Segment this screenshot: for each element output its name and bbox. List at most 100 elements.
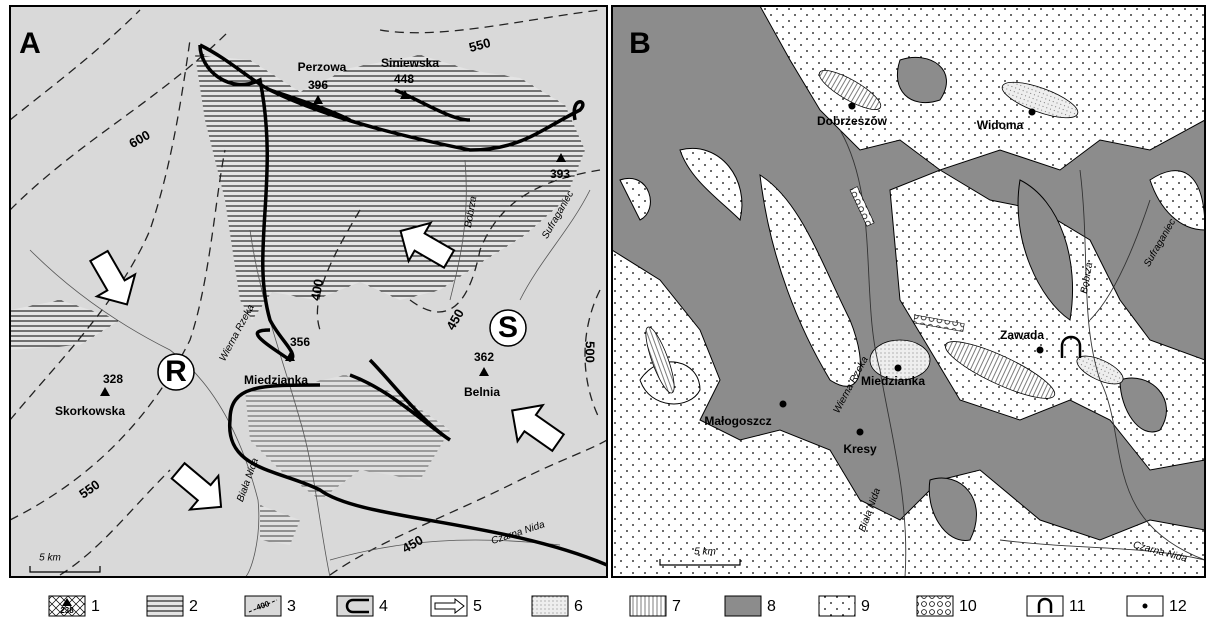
escarpment — [349, 358, 451, 442]
settlement — [779, 400, 787, 408]
arrow — [510, 403, 566, 453]
legend-number: 9 — [861, 598, 870, 615]
legend-symbol — [434, 597, 465, 615]
legend-swatch — [629, 595, 667, 617]
legend-symbol — [1142, 603, 1148, 609]
bedrock-island — [896, 56, 947, 104]
river — [1089, 199, 1151, 321]
place-name: Kresy — [843, 442, 877, 456]
bedrock-island — [1017, 179, 1074, 321]
bedrock-islands — [896, 56, 1167, 541]
contour-line — [10, 39, 191, 421]
legend-symbol — [1037, 597, 1053, 613]
deposit-lens — [1001, 81, 1079, 119]
scale-label: 5 km — [694, 547, 716, 558]
panel-a — [10, 6, 607, 577]
place-name: Perzowa — [298, 60, 347, 74]
sand-area — [759, 174, 861, 387]
deposit-lens — [944, 341, 1056, 399]
place-name: Małogoszcz — [704, 414, 771, 428]
legend-number: 6 — [574, 598, 583, 615]
height-marker — [100, 387, 110, 396]
legend-number: 11 — [1069, 598, 1086, 615]
height-label: 448 — [394, 72, 414, 86]
gravel-strip — [913, 314, 965, 332]
area-label: S — [498, 311, 518, 344]
deposit-lens — [818, 70, 882, 110]
contour-line — [316, 209, 361, 331]
escarpments — [198, 43, 607, 567]
legend-symbol — [248, 599, 278, 613]
landslide-symbol — [1060, 335, 1082, 358]
place-name: Siniewska — [381, 56, 439, 70]
legend-number: 4 — [379, 598, 388, 615]
river — [249, 229, 331, 577]
legend-swatch — [531, 595, 569, 617]
escarpment — [394, 88, 471, 122]
legend-swatch — [916, 595, 954, 617]
legend-number: 12 — [1169, 598, 1187, 615]
river-name: Bobrza — [463, 195, 479, 229]
height-marker — [400, 90, 410, 99]
gravel-strip — [849, 186, 875, 227]
escarpment — [198, 44, 295, 363]
height-label: 393 — [550, 167, 570, 181]
legend-swatch — [146, 595, 184, 617]
bedrock-island — [928, 477, 977, 541]
hatched-area — [260, 505, 300, 545]
settlement — [856, 428, 864, 436]
place-name: Widoma — [977, 118, 1024, 132]
legend-number: 10 — [959, 598, 977, 615]
legend-swatch — [1026, 595, 1064, 617]
legend-number: 1 — [91, 598, 100, 615]
hatched-area — [10, 300, 120, 350]
hatched-area — [195, 55, 585, 320]
panel-b-frame — [611, 5, 1206, 578]
height-label: 356 — [290, 335, 310, 349]
river — [999, 539, 1205, 561]
scale-bar — [659, 559, 741, 566]
legend-swatch — [818, 595, 856, 617]
contour-line — [10, 9, 141, 121]
height-markers — [100, 90, 566, 396]
rivers — [29, 159, 591, 577]
panel-label: B — [629, 27, 651, 60]
river — [519, 189, 591, 301]
place-name: Zawada — [1000, 328, 1044, 342]
settlement — [848, 102, 856, 110]
arrows — [88, 221, 566, 511]
contour-label: 550 — [467, 35, 492, 55]
sand-area — [619, 177, 651, 221]
area-circles — [157, 309, 527, 391]
bedrock-island — [1119, 377, 1167, 433]
contour-label: 500 — [583, 341, 598, 363]
deposit-lens — [1076, 355, 1124, 385]
sand-area — [679, 148, 743, 221]
legend: 238 1 2 400 3 4 5 6 7 8 9 10 11 12 — [48, 595, 1187, 617]
river-name: Bobrza — [1079, 261, 1095, 295]
legend-number: 8 — [767, 598, 776, 615]
height-label: 396 — [308, 78, 328, 92]
deposit-lens — [645, 326, 675, 394]
place-name: Belnia — [464, 385, 500, 399]
settlement — [894, 364, 902, 372]
height-marker — [285, 352, 295, 361]
settlement — [1036, 346, 1044, 354]
escarpment — [269, 88, 351, 122]
height-marker — [313, 95, 323, 104]
contour-line — [409, 169, 601, 313]
gravel — [849, 186, 965, 332]
river — [29, 249, 260, 577]
panel-b — [612, 6, 1205, 577]
legend-number: 5 — [473, 598, 482, 615]
contour-line — [59, 469, 171, 576]
deposit-lenses — [645, 70, 1124, 399]
place-name: Miedzianka — [244, 373, 308, 387]
legend-number: 3 — [287, 598, 296, 615]
deposit-lens — [869, 339, 931, 381]
height-label: 328 — [103, 372, 123, 386]
river — [1079, 169, 1205, 561]
arrow — [399, 221, 456, 270]
